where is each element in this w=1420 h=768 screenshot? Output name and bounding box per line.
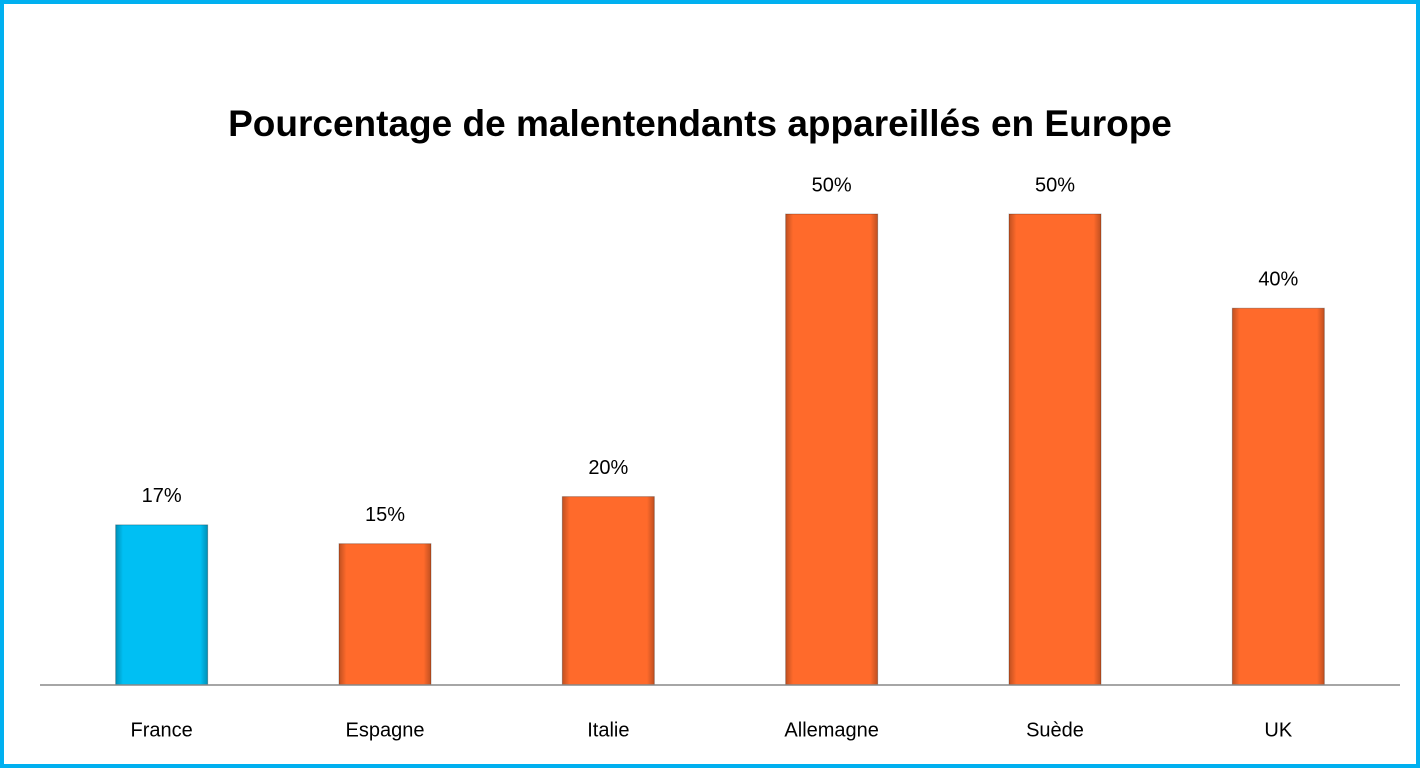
- value-label: 15%: [365, 504, 405, 526]
- bar-shade: [1009, 214, 1101, 685]
- x-tick-label: Allemagne: [784, 719, 879, 741]
- value-label: 17%: [142, 485, 182, 507]
- bar-shade: [785, 214, 878, 685]
- x-tick-label: Italie: [587, 719, 629, 741]
- x-tick-label: Espagne: [346, 719, 425, 741]
- bar-shade: [1232, 308, 1325, 685]
- value-label: 50%: [812, 174, 852, 196]
- x-tick-label: Suède: [1026, 719, 1084, 741]
- bar-shade: [562, 496, 655, 685]
- value-label: 50%: [1035, 174, 1075, 196]
- value-label: 20%: [588, 457, 628, 479]
- bar-shade: [115, 524, 208, 685]
- chart-title: Pourcentage de malentendants appareillés…: [228, 103, 1172, 144]
- bar-shade: [339, 543, 431, 685]
- x-tick-label: France: [131, 719, 193, 741]
- value-label: 40%: [1258, 268, 1298, 290]
- x-tick-label: UK: [1264, 719, 1292, 741]
